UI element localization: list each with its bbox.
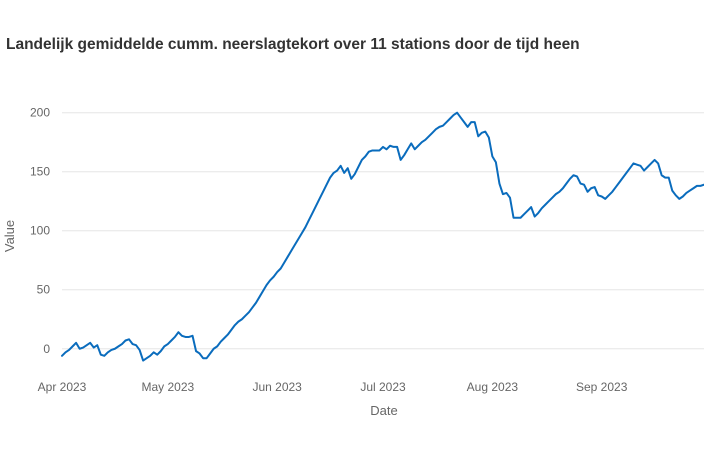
y-tick-label: 150 [30, 165, 50, 179]
x-tick-label: Aug 2023 [467, 380, 519, 394]
y-axis-title: Value [2, 220, 17, 252]
series-line [61, 111, 704, 362]
y-tick-label: 100 [30, 224, 50, 238]
y-tick-label: 50 [37, 283, 51, 297]
x-tick-label: Jul 2023 [360, 380, 406, 394]
x-axis-title: Date [370, 403, 397, 418]
x-tick-label: May 2023 [141, 380, 194, 394]
x-tick-label: Apr 2023 [38, 380, 87, 394]
gridlines [62, 112, 704, 350]
y-tick-label: 0 [43, 342, 50, 356]
chart-title: Landelijk gemiddelde cumm. neerslagtekor… [6, 36, 580, 53]
y-axis-ticks: 0 50 100 150 200 [30, 106, 50, 356]
x-tick-label: Jun 2023 [252, 380, 302, 394]
x-tick-label: Sep 2023 [576, 380, 628, 394]
y-tick-label: 200 [30, 106, 50, 120]
x-axis-ticks: Apr 2023 May 2023 Jun 2023 Jul 2023 Aug 2023… [38, 380, 628, 394]
